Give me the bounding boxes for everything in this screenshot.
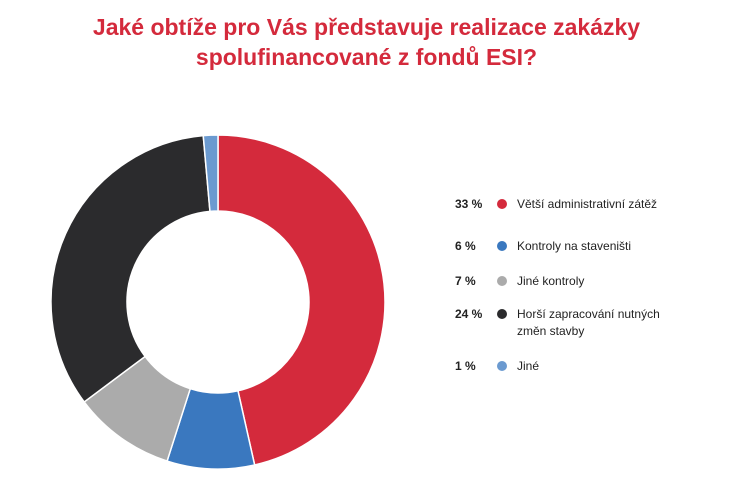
legend-value: 24 %: [455, 307, 483, 321]
legend-value: 7 %: [455, 274, 476, 288]
donut-slices: [50, 134, 386, 470]
legend-dot-grey: [497, 276, 507, 286]
legend-dot-light-blue: [497, 361, 507, 371]
chart-title-line-2: spolufinancované z fondů ESI?: [195, 44, 538, 70]
chart-title: Jaké obtíže pro Vás představuje realizac…: [0, 12, 733, 72]
legend-value: 1 %: [455, 359, 476, 373]
legend-label: Větší administrativní zátěž: [517, 197, 658, 211]
legend-label: Kontroly na staveništi: [517, 239, 632, 253]
legend-label: Horší zapracování nutných změn stavby: [517, 307, 660, 338]
donut-slice-1: [217, 134, 386, 466]
legend-dot-blue: [497, 241, 507, 251]
legend-item-jine: 1 % Jiné: [455, 358, 717, 375]
chart-title-line-1: Jaké obtíže pro Vás představuje realizac…: [92, 14, 641, 40]
legend-item-jine-kontroly: 7 % Jiné kontroly: [455, 273, 717, 290]
legend-value: 6 %: [455, 239, 476, 253]
donut-slice-5: [202, 134, 219, 213]
legend-dot-red: [497, 199, 507, 209]
legend-label: Jiné kontroly: [517, 274, 585, 288]
legend-dot-black: [497, 309, 507, 319]
legend-value: 33 %: [455, 197, 483, 211]
legend-label: Jiné: [517, 359, 540, 373]
donut-slice-4: [50, 134, 211, 403]
legend-item-kontroly-na-stavenisti: 6 % Kontroly na staveništi: [455, 238, 717, 255]
legend-item-vetsi-administrativni-zatez: 33 % Větší administrativní zátěž: [455, 196, 717, 213]
legend-item-horsi-zapracovani: 24 % Horší zapracování nutných změn stav…: [455, 306, 677, 340]
